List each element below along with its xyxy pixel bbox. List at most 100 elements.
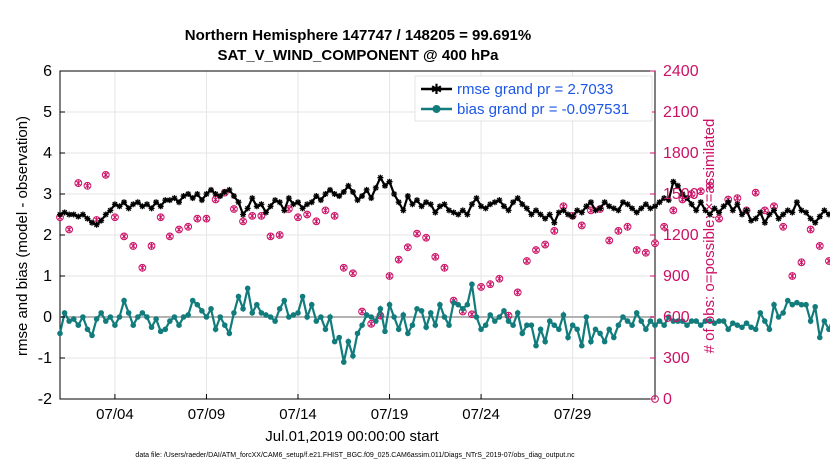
- rmse-point: [825, 211, 830, 218]
- obs-assimilated-point: [313, 218, 320, 225]
- bias-point: [194, 301, 201, 308]
- rmse-point: [400, 207, 407, 214]
- bias-point: [112, 322, 118, 329]
- rmse-point: [560, 207, 567, 214]
- obs-assimilated-point: [194, 215, 201, 222]
- obs-possible-point: [202, 214, 211, 223]
- rmse-point: [505, 207, 512, 214]
- rmse-point: [427, 201, 434, 208]
- bias-point: [533, 342, 539, 349]
- rmse-point: [418, 203, 425, 210]
- rmse-point: [308, 199, 315, 206]
- bias-point: [546, 318, 553, 324]
- obs-possible-point: [385, 272, 394, 280]
- bias-point: [267, 314, 274, 320]
- bias-point: [665, 314, 672, 320]
- obs-assimilated-point: [487, 281, 493, 288]
- bias-point: [807, 318, 814, 324]
- bias-point: [121, 297, 127, 304]
- obs-possible-point: [660, 222, 669, 231]
- bias-point: [487, 312, 494, 318]
- rmse-point: [624, 201, 631, 208]
- bias-point: [766, 326, 773, 333]
- bias-point: [148, 324, 155, 331]
- rmse-point: [610, 205, 617, 212]
- rmse-point: [409, 201, 416, 208]
- obs-assimilated-point: [395, 256, 402, 263]
- rmse-point: [79, 211, 86, 218]
- rmse-point: [171, 195, 178, 202]
- bias-point: [574, 326, 580, 333]
- bias-point: [350, 353, 356, 359]
- rmse-point: [688, 201, 695, 208]
- rmse-point: [803, 209, 810, 216]
- obs-possible-point: [65, 225, 74, 234]
- rmse-point: [258, 201, 265, 208]
- rmse-point: [482, 205, 489, 212]
- rmse-point: [812, 219, 819, 226]
- rmse-point: [162, 197, 169, 204]
- obs-possible-point: [632, 246, 641, 254]
- bias-point: [203, 314, 210, 320]
- obs-possible-point: [403, 243, 412, 252]
- obs-possible-point: [641, 248, 650, 257]
- rmse-point: [189, 195, 196, 202]
- bias-point: [711, 320, 718, 326]
- rmse-point: [597, 205, 604, 212]
- obs-assimilated-point: [643, 249, 649, 256]
- y2-tick-label: 1800: [663, 145, 699, 162]
- rmse-point: [295, 199, 301, 206]
- rmse-point: [75, 213, 82, 220]
- bias-point: [276, 306, 283, 312]
- legend-bias-label: bias grand pr = -0.097531: [457, 101, 629, 118]
- x-tick-label: 07/24: [462, 406, 500, 423]
- bias-point: [784, 297, 791, 304]
- rmse-point: [436, 203, 443, 210]
- y2-tick-label: 1200: [663, 227, 699, 244]
- bias-point: [647, 318, 654, 324]
- bias-point: [757, 310, 764, 316]
- rmse-point: [674, 182, 681, 189]
- y2-tick-label: 600: [663, 309, 690, 326]
- bias-point: [244, 285, 251, 292]
- rmse-point: [523, 205, 530, 212]
- rmse-point: [784, 207, 791, 214]
- bias-point: [578, 342, 585, 349]
- bias-point: [221, 322, 228, 329]
- obs-assimilated-point: [167, 233, 173, 240]
- obs-assimilated-point: [661, 223, 667, 230]
- y-tick-label: 6: [43, 63, 52, 80]
- obs-possible-point: [614, 227, 623, 235]
- rmse-point: [176, 199, 182, 206]
- obs-assimilated-point: [130, 242, 136, 249]
- bias-point: [98, 310, 104, 316]
- legend-rmse-label: rmse grand pr = 2.7033: [457, 81, 613, 98]
- bias-point: [789, 301, 796, 308]
- obs-possible-point: [486, 280, 495, 289]
- obs-possible-point: [266, 232, 275, 241]
- bias-point: [377, 306, 384, 312]
- chart-title: Northern Hemisphere 147747 / 148205 = 99…: [185, 27, 531, 44]
- obs-assimilated-point: [157, 214, 164, 221]
- bias-point: [812, 303, 818, 310]
- obs-assimilated-point: [524, 257, 530, 264]
- rmse-point: [267, 203, 274, 210]
- rmse-point: [574, 207, 581, 214]
- bias-point: [528, 322, 535, 329]
- rmse-point: [587, 199, 594, 206]
- rmse-point: [716, 209, 723, 216]
- x-tick-label: 07/14: [279, 406, 317, 423]
- bias-point: [556, 326, 562, 333]
- rmse-point: [684, 195, 691, 202]
- bias-point: [226, 330, 233, 337]
- rmse-point: [130, 201, 137, 208]
- y-tick-label: 4: [43, 145, 52, 162]
- obs-assimilated-point: [496, 275, 503, 282]
- obs-possible-point: [120, 232, 128, 241]
- rmse-point: [665, 197, 672, 204]
- bias-point: [501, 308, 507, 314]
- rmse-point: [743, 207, 750, 214]
- obs-possible-point: [706, 181, 714, 190]
- bias-point: [643, 326, 649, 333]
- bias-point: [167, 318, 173, 324]
